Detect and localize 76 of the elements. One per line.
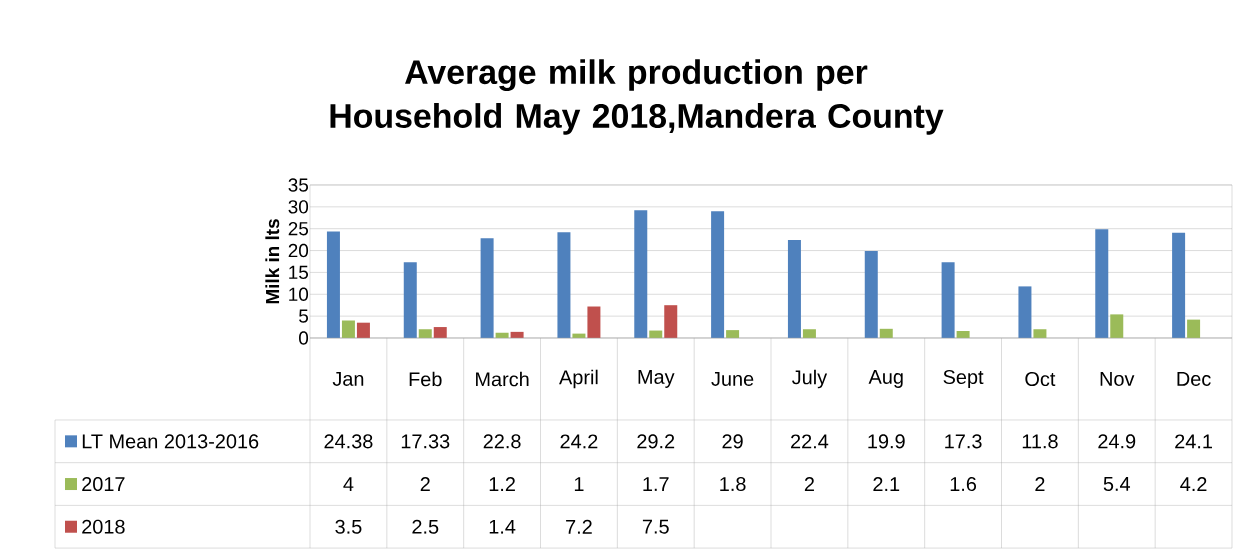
x-tick-label: Sept: [943, 369, 984, 389]
data-label: 2: [804, 477, 814, 491]
bar: [418, 329, 432, 338]
bar: [587, 306, 601, 338]
x-tick-label: April: [559, 369, 598, 389]
data-label: 24.1: [1175, 434, 1212, 449]
y-axis-title: Milk in lts: [265, 219, 280, 304]
y-tick-label: 5: [299, 309, 309, 323]
data-label: 1.2: [489, 477, 515, 491]
y-tick-label: 10: [289, 287, 309, 301]
bar: [1172, 232, 1186, 338]
data-label: 22.4: [791, 434, 829, 449]
y-tick-label: 15: [289, 265, 309, 280]
data-label: 2.1: [873, 477, 900, 491]
data-label: 29.2: [637, 434, 675, 449]
x-tick-label: Oct: [1025, 371, 1056, 387]
data-label: 29: [722, 434, 743, 449]
data-label: 1.8: [720, 476, 746, 492]
data-label: 24.9: [1098, 434, 1136, 449]
y-tick-label: 30: [288, 200, 309, 214]
bar: [664, 305, 678, 338]
x-tick-label: Jan: [332, 372, 364, 386]
data-label: 24.2: [560, 434, 598, 449]
data-label: 2: [1035, 477, 1045, 491]
bar: [356, 322, 370, 338]
data-label: 1: [574, 477, 584, 491]
data-label: 22.8: [483, 434, 521, 449]
x-tick-label: May: [638, 370, 675, 388]
bar: [433, 327, 447, 338]
bar: [1095, 229, 1109, 338]
data-label: 3.5: [335, 519, 362, 534]
data-label: 4.2: [1180, 477, 1207, 491]
data-label: 17.33: [401, 434, 450, 449]
bar: [711, 211, 725, 338]
x-tick-label: March: [476, 371, 529, 387]
bar: [1110, 314, 1124, 338]
y-tick-label: 20: [288, 243, 309, 258]
y-tick-label: 0: [299, 331, 309, 345]
legend-label: 2017: [82, 476, 125, 492]
bar: [326, 231, 340, 338]
data-label: 7.2: [566, 519, 592, 534]
data-label: 24.38: [324, 434, 373, 449]
data-label: 19.9: [868, 434, 905, 449]
y-tick-label: 25: [288, 222, 309, 236]
bar: [403, 262, 417, 338]
data-label: 5.4: [1103, 477, 1131, 491]
bar: [341, 320, 355, 338]
x-tick-label: July: [792, 369, 828, 389]
bar: [634, 210, 648, 338]
legend-label: LT Mean 2013-2016: [82, 434, 259, 449]
x-tick-label: Aug: [868, 370, 903, 388]
data-label: 1.6: [950, 476, 977, 492]
data-label: 17.3: [945, 434, 982, 449]
x-tick-label: Dec: [1177, 372, 1211, 386]
x-tick-label: Nov: [1100, 372, 1135, 386]
x-tick-label: Feb: [409, 371, 442, 387]
data-label: 1.4: [489, 519, 516, 534]
bar: [941, 262, 955, 338]
bar: [1187, 319, 1201, 338]
chart-title: Average milk production per Household May 2018,Mandera County: [330, 59, 944, 135]
x-tick-label: June: [711, 372, 754, 386]
bar: [802, 329, 816, 338]
bar: [864, 250, 878, 338]
legend-label: 2018: [82, 519, 125, 534]
bar: [557, 232, 571, 338]
data-label: 7.5: [642, 519, 669, 534]
bar: [787, 240, 801, 338]
y-tick-label: 35: [288, 178, 309, 192]
data-label: 11.8: [1022, 434, 1058, 449]
bar: [1033, 329, 1047, 338]
data-label: 4: [343, 477, 354, 491]
bar: [1018, 286, 1032, 338]
data-label: 1.7: [643, 477, 669, 491]
bar: [480, 238, 494, 338]
data-label: 2.5: [412, 519, 439, 534]
data-label: 2: [420, 477, 430, 491]
